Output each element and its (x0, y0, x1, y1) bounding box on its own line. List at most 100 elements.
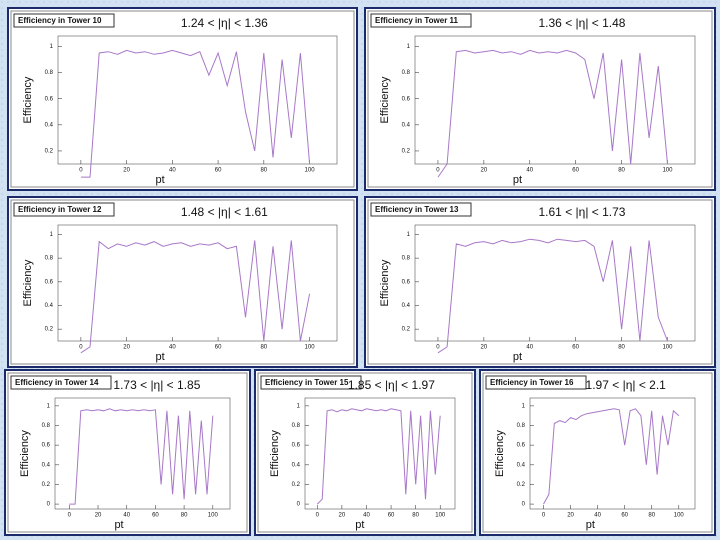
y-tick-label: 0.2 (45, 327, 54, 333)
plot-title: Efficiency in Tower 16 (490, 378, 574, 387)
y-tick-label: 0.8 (402, 70, 411, 76)
x-tick-label: 80 (260, 168, 267, 174)
efficiency-line (80, 49, 311, 178)
x-tick-label: 0 (436, 168, 440, 174)
y-tick-label: 0.6 (517, 443, 526, 449)
y-tick-label: 0.4 (45, 122, 54, 128)
y-tick-label: 1 (297, 403, 301, 409)
title-box (260, 375, 362, 390)
y-axis-label: Efficiency (379, 259, 391, 306)
panel-inner (367, 10, 713, 188)
panel-inner (7, 372, 248, 533)
panel-inner (257, 372, 473, 533)
y-axis-label: Efficiency (269, 430, 281, 477)
x-tick-label: 60 (572, 345, 579, 351)
title-box (10, 375, 112, 390)
y-tick-label: 0.8 (45, 70, 54, 76)
x-axis-label: pt (586, 519, 595, 531)
y-tick-label: 1 (522, 403, 526, 409)
y-tick-label: 0 (297, 502, 301, 508)
y-tick-label: 0 (522, 502, 526, 508)
x-tick-label: 60 (621, 513, 628, 519)
panel-inner (482, 372, 713, 533)
x-tick-label: 40 (169, 345, 176, 351)
x-tick-label: 60 (215, 168, 222, 174)
panel-frame (254, 369, 476, 536)
y-tick-label: 0.2 (45, 149, 54, 155)
plot-title: Efficiency in Tower 12 (18, 205, 102, 214)
axes-frame (414, 35, 696, 165)
plot-panel: Efficiency in Tower 13 1.61 < |η| < 1.73 E… (364, 196, 716, 368)
x-tick-label: 20 (481, 345, 488, 351)
title-box (370, 202, 472, 217)
axes-frame (414, 224, 696, 342)
y-tick-label: 0.4 (402, 122, 411, 128)
y-tick-label: 0.8 (292, 423, 301, 429)
y-tick-label: 0.2 (402, 327, 411, 333)
y-tick-label: 0.6 (45, 96, 54, 102)
x-axis-label: pt (155, 174, 164, 186)
plot-panel: Efficiency in Tower 11 1.36 < |η| < 1.48 E… (364, 7, 716, 191)
x-tick-label: 100 (662, 168, 673, 174)
y-tick-label: 1 (407, 232, 411, 238)
plot-panel: Efficiency in Tower 15 1.85 < |η| < 1.97 E… (254, 369, 476, 536)
x-tick-label: 40 (526, 168, 533, 174)
title-box (370, 13, 472, 28)
x-tick-label: 0 (436, 345, 440, 351)
eta-range: 1.73 < |η| < 1.85 (113, 378, 200, 392)
axes-frame (54, 397, 231, 510)
x-tick-label: 80 (412, 513, 419, 519)
y-tick-label: 0.6 (402, 279, 411, 285)
panel-frame (364, 7, 716, 191)
panel-frame (364, 196, 716, 368)
x-tick-label: 40 (123, 513, 130, 519)
eta-range: 1.97 < |η| < 2.1 (586, 378, 667, 392)
panel-frame (7, 196, 358, 368)
x-tick-label: 20 (95, 513, 102, 519)
axes-frame (529, 397, 696, 510)
eta-range: 1.24 < |η| < 1.36 (181, 16, 268, 30)
axes-frame (304, 397, 456, 510)
x-tick-label: 100 (662, 345, 673, 351)
plot-title: Efficiency in Tower 15 (265, 378, 349, 387)
x-tick-label: 0 (79, 345, 83, 351)
x-tick-label: 0 (316, 513, 320, 519)
x-tick-label: 20 (123, 168, 130, 174)
plot-title: Efficiency in Tower 14 (15, 378, 99, 387)
efficiency-line (543, 408, 680, 505)
y-tick-label: 0.6 (292, 443, 301, 449)
panel-frame (7, 7, 358, 191)
panel-inner (10, 199, 355, 365)
eta-range: 1.85 < |η| < 1.97 (348, 378, 435, 392)
x-tick-label: 80 (618, 168, 625, 174)
panel-frame (479, 369, 716, 536)
x-tick-label: 100 (305, 345, 316, 351)
x-tick-label: 40 (594, 513, 601, 519)
x-tick-label: 40 (363, 513, 370, 519)
y-tick-label: 0.8 (45, 256, 54, 262)
eta-range: 1.48 < |η| < 1.61 (181, 205, 268, 219)
x-axis-label: pt (114, 519, 123, 531)
x-tick-label: 60 (572, 168, 579, 174)
efficiency-line (437, 49, 668, 178)
x-axis-label: pt (513, 174, 522, 186)
title-box (13, 202, 115, 217)
x-tick-label: 60 (388, 513, 395, 519)
y-axis-label: Efficiency (379, 76, 391, 123)
x-tick-label: 100 (435, 513, 446, 519)
x-tick-label: 0 (542, 513, 546, 519)
x-tick-label: 20 (567, 513, 574, 519)
x-tick-label: 20 (481, 168, 488, 174)
y-axis-label: Efficiency (22, 259, 34, 306)
panel-inner (367, 199, 713, 365)
x-axis-label: pt (355, 519, 364, 531)
title-box (485, 375, 587, 390)
x-tick-label: 80 (260, 345, 267, 351)
x-tick-label: 100 (305, 168, 316, 174)
y-tick-label: 0.2 (402, 149, 411, 155)
efficiency-line (316, 408, 441, 505)
x-tick-label: 80 (648, 513, 655, 519)
y-tick-label: 0.6 (45, 279, 54, 285)
y-tick-label: 0.8 (517, 423, 526, 429)
